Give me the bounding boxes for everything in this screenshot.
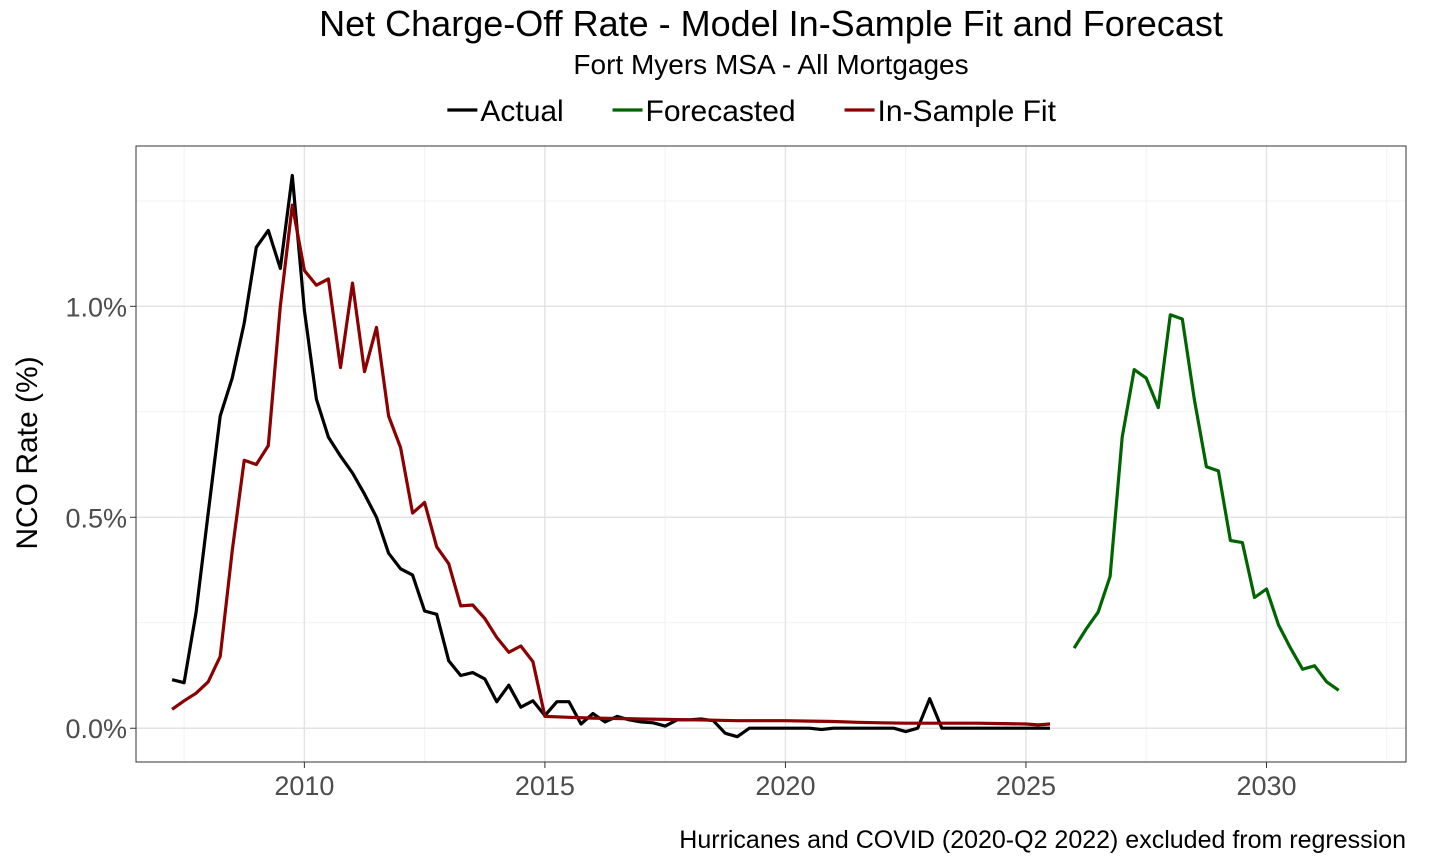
series-line-forecasted [1072, 313, 1340, 692]
grid [136, 146, 1406, 762]
legend-label-forecasted: Forecasted [646, 95, 796, 128]
series-line-in-sample-fit [171, 203, 1051, 727]
x-tick-label: 2020 [755, 771, 815, 801]
x-tick-label: 2015 [515, 771, 575, 801]
y-tick-label: 0.0% [65, 714, 127, 744]
x-tick-label: 2025 [996, 771, 1056, 801]
plot-panel [135, 145, 1407, 763]
chart-subtitle: Fort Myers MSA - All Mortgages [573, 49, 968, 80]
y-axis: 0.0% 0.5% 1.0% [65, 292, 136, 744]
chart-caption: Hurricanes and COVID (2020-Q2 2022) excl… [679, 826, 1406, 854]
y-axis-title: NCO Rate (%) [11, 356, 44, 549]
legend-label-actual: Actual [480, 95, 563, 128]
chart-title: Net Charge-Off Rate - Model In-Sample Fi… [319, 3, 1223, 44]
x-tick-label: 2030 [1236, 771, 1296, 801]
y-tick-label: 0.5% [65, 503, 127, 533]
y-tick-label: 1.0% [65, 292, 127, 322]
x-axis: 2010 2015 2020 2025 2030 [274, 762, 1297, 801]
legend: Actual Forecasted In-Sample Fit [447, 95, 1057, 128]
series-layer [171, 173, 1340, 739]
panel-border [135, 145, 1407, 763]
x-tick-label: 2010 [274, 771, 334, 801]
legend-label-in-sample-fit: In-Sample Fit [878, 95, 1057, 128]
